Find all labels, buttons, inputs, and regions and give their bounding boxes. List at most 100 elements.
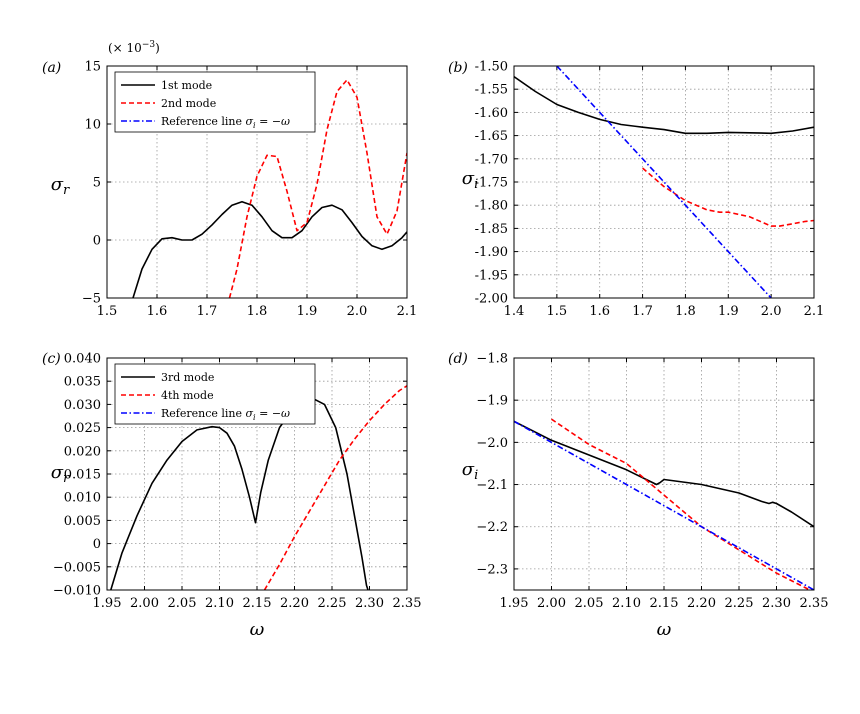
x-tick-label: 1.7: [197, 304, 218, 319]
plot-frame: [513, 65, 815, 299]
y-tick-label: -1.50: [475, 60, 508, 75]
x-tick-label: 2.0: [761, 304, 782, 319]
legend-label: 4th mode: [161, 389, 214, 402]
y-tick-label: 0.005: [64, 514, 101, 529]
series-line-2: [263, 385, 407, 590]
panel-a: 1.5 1.6 1.7 1.8 1.9 2.0 2.1 −5 0 5 10 15 (a) σr (× 10−…: [42, 40, 417, 319]
y-tick-label: −2.2: [476, 520, 508, 535]
x-tick-label: 2.1: [804, 304, 825, 319]
x-tick-label: 2.00: [537, 596, 566, 611]
x-tick-label: 2.10: [205, 596, 234, 611]
y-tick-label: 0.030: [64, 398, 101, 413]
y-tick-label: -2.00: [475, 292, 508, 307]
panel-d: 1.95 2.00 2.05 2.10 2.15 2.20 2.25 2.30 2.35 −1.8…: [448, 351, 828, 640]
x-tick-label: 1.5: [547, 304, 568, 319]
x-tick-label: 1.9: [718, 304, 739, 319]
series-line-1: [514, 420, 814, 528]
x-tick-label: 2.20: [687, 596, 716, 611]
x-tick-label: 2.10: [612, 596, 641, 611]
legend: 3rd mode 4th mode Reference line σi = −ω: [114, 363, 316, 425]
x-tick-label: 1.95: [500, 596, 529, 611]
legend-label: 1st mode: [161, 79, 212, 92]
y-axis-label: σr: [51, 462, 70, 486]
panel-c: 1.95 2.00 2.05 2.10 2.15 2.20 2.25 2.30 2.35 0.04…: [42, 351, 421, 640]
series-line-2: [642, 167, 814, 227]
x-tick-label: 1.8: [675, 304, 696, 319]
legend-label: 3rd mode: [161, 371, 214, 384]
y-tick-label: −1.8: [476, 352, 508, 367]
x-tick-label: 2.25: [725, 596, 754, 611]
y-tick-label: 0.025: [64, 421, 101, 436]
legend-label: 2nd mode: [161, 97, 216, 110]
x-tick-label: 1.4: [504, 304, 525, 319]
legend-box: [114, 363, 316, 425]
y-tick-label: -1.70: [475, 152, 508, 167]
y-tick-label: -1.65: [475, 129, 508, 144]
series-line-3: [514, 420, 814, 590]
panel-label: (c): [42, 351, 61, 367]
x-tick-label: 2.00: [130, 596, 159, 611]
y-tick-label: −5: [82, 292, 101, 307]
y-tick-label: -1.85: [475, 222, 508, 237]
x-tick-label: 1.95: [93, 596, 122, 611]
x-tick-label: 2.05: [575, 596, 604, 611]
panel-label: (b): [448, 60, 468, 76]
y-axis-label: σr: [51, 174, 70, 198]
y-tick-label: -1.90: [475, 245, 508, 260]
y-multiplier: (× 10−3): [108, 40, 160, 55]
y-tick-label: 0: [93, 234, 101, 249]
series-line-2: [228, 79, 407, 298]
y-tick-label: 0.035: [64, 375, 101, 390]
y-tick-label: -1.60: [475, 106, 508, 121]
x-tick-label: 2.05: [168, 596, 197, 611]
legend-label: Reference line σi = −ω: [161, 407, 290, 422]
panel-label: (d): [448, 351, 468, 367]
panel-b: 1.4 1.5 1.6 1.7 1.8 1.9 2.0 2.1 -1.50 -1.55 -1.60 -…: [448, 60, 824, 320]
y-axis-label: σi: [462, 168, 478, 192]
y-tick-label: -1.80: [475, 199, 508, 214]
y-axis-label: σi: [462, 459, 478, 483]
series-line-3: [556, 66, 772, 298]
x-tick-label: 2.35: [800, 596, 829, 611]
y-tick-label: 0.015: [64, 468, 101, 483]
y-tick-label: −2.3: [476, 562, 508, 577]
y-tick-label: −2.1: [476, 478, 508, 493]
x-tick-label: 2.30: [762, 596, 791, 611]
y-tick-label: −0.010: [53, 584, 101, 599]
x-tick-label: 2.15: [243, 596, 272, 611]
series-line-2: [551, 418, 812, 590]
legend-box: [114, 71, 316, 133]
x-tick-label: 2.0: [347, 304, 368, 319]
y-tick-label: 10: [84, 118, 101, 133]
plot-frame: [513, 357, 815, 591]
legend-label: Reference line σi = −ω: [161, 115, 290, 130]
y-tick-label: 5: [93, 176, 101, 191]
plot-frame: [106, 357, 408, 591]
y-tick-label: 0.010: [64, 491, 101, 506]
y-tick-label: -1.75: [475, 176, 508, 191]
x-tick-label: 2.25: [318, 596, 347, 611]
x-tick-label: 1.9: [297, 304, 318, 319]
legend: 1st mode 2nd mode Reference line σi = −ω: [114, 71, 316, 133]
y-tick-label: -1.95: [475, 268, 508, 283]
x-tick-label: 1.6: [147, 304, 168, 319]
y-tick-label: −1.9: [476, 394, 508, 409]
series-line-1: [110, 398, 369, 590]
y-tick-label: 0: [93, 537, 101, 552]
x-tick-label: 1.7: [632, 304, 653, 319]
y-tick-label: −2.0: [476, 436, 508, 451]
series-line-1: [514, 76, 814, 135]
x-axis-label: ω: [657, 619, 672, 640]
x-tick-label: 1.6: [589, 304, 610, 319]
y-tick-label: 0.040: [64, 352, 101, 367]
y-tick-label: -1.55: [475, 83, 508, 98]
x-tick-label: 1.5: [97, 304, 118, 319]
x-tick-label: 2.15: [650, 596, 679, 611]
y-tick-label: 15: [84, 60, 101, 75]
x-tick-label: 2.30: [355, 596, 384, 611]
panel-label: (a): [42, 60, 61, 76]
y-tick-label: 0.020: [64, 444, 101, 459]
x-tick-label: 2.20: [280, 596, 309, 611]
x-axis-label: ω: [250, 619, 265, 640]
